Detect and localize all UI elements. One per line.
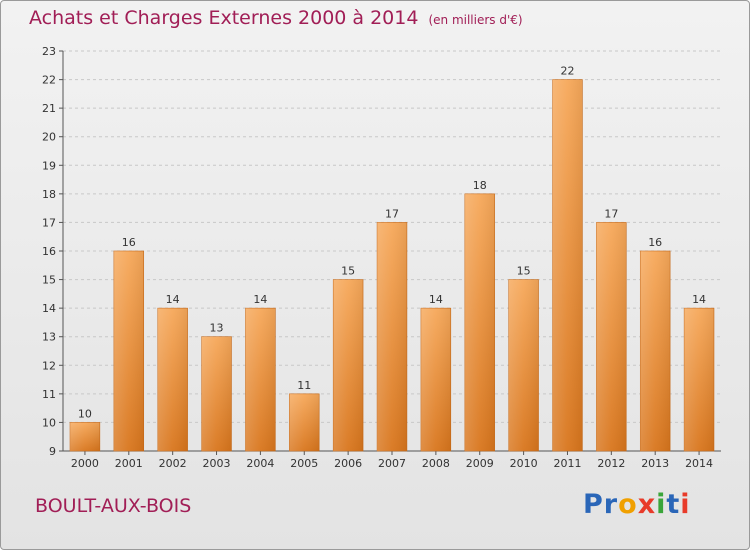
proxiti-logo: Proxiti [583, 489, 691, 520]
y-tick-label: 10 [42, 416, 56, 429]
data-label-2003: 13 [210, 322, 224, 335]
y-tick-label: 15 [42, 274, 56, 287]
bar-layer [69, 79, 715, 452]
data-label-2007: 17 [385, 207, 399, 220]
y-tick-label: 19 [42, 159, 56, 172]
chart-title: Achats et Charges Externes 2000 à 2014 (e… [29, 7, 523, 29]
y-tick-label: 17 [42, 216, 56, 229]
logo-letter: i [656, 489, 667, 520]
bar-shine-2000 [70, 422, 100, 451]
data-label-2011: 22 [560, 65, 574, 78]
x-tick-label-2012: 2012 [597, 457, 625, 470]
bar-shine-2003 [201, 336, 232, 451]
bar-shine-2006 [333, 279, 364, 451]
data-label-2002: 14 [166, 293, 180, 306]
label-layer: 10 16 14 13 14 11 15 17 14 18 15 22 17 16 14 [78, 65, 706, 421]
data-label-2013: 16 [648, 236, 662, 249]
data-label-2004: 14 [253, 293, 267, 306]
bar-shine-2014 [684, 308, 714, 451]
bar-shine-2001 [113, 251, 144, 451]
y-tick-label: 20 [42, 131, 56, 144]
bar-shine-2004 [245, 308, 276, 451]
commune-name: BOULT-AUX-BOIS [35, 495, 192, 517]
y-tick-label: 16 [42, 245, 56, 258]
data-label-2012: 17 [604, 207, 618, 220]
logo-letter: r [603, 489, 619, 520]
y-tick-label: 13 [42, 331, 56, 344]
logo-letter: P [583, 489, 604, 520]
data-label-2014: 14 [692, 293, 706, 306]
y-tick-label: 18 [42, 188, 56, 201]
data-label-2009: 18 [473, 179, 487, 192]
data-label-2006: 15 [341, 265, 355, 278]
bar-shine-2012 [596, 222, 627, 451]
x-tick-label-2001: 2001 [115, 457, 143, 470]
bar-shine-2009 [464, 193, 495, 451]
x-tick-label-2004: 2004 [246, 457, 274, 470]
x-tick-label-2002: 2002 [159, 457, 187, 470]
bar-shine-2005 [289, 393, 320, 451]
x-tick-label-2009: 2009 [466, 457, 494, 470]
chart-title-text: Achats et Charges Externes 2000 à 2014 [29, 7, 419, 29]
bar-shine-2010 [508, 279, 539, 451]
y-tick-label: 12 [42, 359, 56, 372]
chart-subtitle: (en milliers d'€) [428, 13, 523, 27]
logo-letter: t [666, 489, 681, 520]
x-tick-label-2003: 2003 [203, 457, 231, 470]
y-tick-label: 14 [42, 302, 56, 315]
data-label-2010: 15 [517, 265, 531, 278]
logo-letter: x [637, 489, 657, 520]
y-tick-label: 11 [42, 388, 56, 401]
y-tick-label: 21 [42, 102, 56, 115]
y-tick-label: 22 [42, 74, 56, 87]
data-label-2001: 16 [122, 236, 136, 249]
x-tick-label-2014: 2014 [685, 457, 713, 470]
x-tick-label-2011: 2011 [553, 457, 581, 470]
bar-shine-2007 [377, 222, 407, 451]
data-label-2000: 10 [78, 407, 92, 420]
x-tick-label-2000: 2000 [71, 457, 99, 470]
y-tick-label: 9 [49, 445, 56, 458]
bar-shine-2011 [552, 79, 583, 452]
logo-letter: i [680, 489, 691, 520]
bar-shine-2002 [157, 308, 188, 451]
x-tick-label-2005: 2005 [290, 457, 318, 470]
data-label-2008: 14 [429, 293, 443, 306]
x-tick-label-2013: 2013 [641, 457, 669, 470]
logo-letter: o [618, 489, 638, 520]
x-tick-label-2007: 2007 [378, 457, 406, 470]
x-tick-label-2006: 2006 [334, 457, 362, 470]
bar-shine-2013 [640, 251, 671, 451]
data-label-2005: 11 [297, 379, 311, 392]
x-tick-label-2010: 2010 [510, 457, 538, 470]
y-tick-label: 23 [42, 45, 56, 58]
x-tick-label-2008: 2008 [422, 457, 450, 470]
bar-shine-2008 [420, 308, 451, 451]
